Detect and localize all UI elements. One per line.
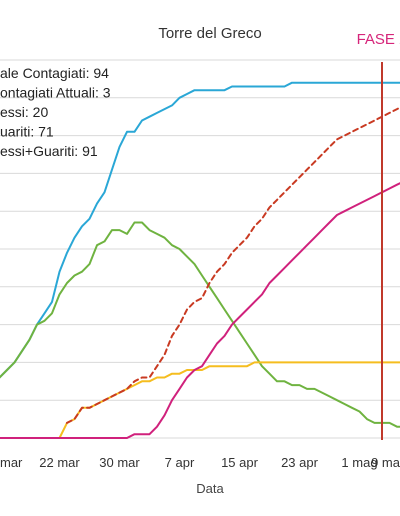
annotation-group: FASE 2: [357, 31, 400, 440]
grid: [0, 59, 400, 439]
x-tick-label: 23 apr: [281, 455, 319, 470]
x-tick-label: 9 ma: [371, 455, 400, 470]
series-group: [0, 81, 400, 439]
x-tick-label: mar: [0, 455, 23, 470]
x-tick-label: 30 mar: [99, 455, 140, 470]
chart-title: Torre del Greco: [158, 25, 261, 42]
legend-item-5: essi+Guariti: 91: [0, 143, 98, 159]
x-tick-label: 7 apr: [165, 455, 195, 470]
x-tick-label: 1 mag: [341, 455, 377, 470]
legend: ale Contagiati: 94 ontagiati Attuali: 3 es…: [0, 65, 111, 159]
x-tick-label: 22 mar: [39, 455, 80, 470]
phase-marker-label: FASE 2: [357, 31, 400, 48]
x-axis-label: Data: [196, 481, 224, 496]
legend-item-1: ale Contagiati: 94: [0, 65, 109, 81]
series-line-4: [0, 182, 400, 439]
series-line-1: [0, 81, 400, 379]
x-tick-label: 15 apr: [221, 455, 259, 470]
series-line-3: [0, 361, 400, 439]
legend-item-3: essi: 20: [0, 104, 48, 120]
series-line-2: [0, 221, 400, 428]
series-line-5: [66, 106, 400, 424]
legend-item-2: ontagiati Attuali: 3: [0, 85, 111, 101]
legend-item-4: uariti: 71: [0, 124, 54, 140]
